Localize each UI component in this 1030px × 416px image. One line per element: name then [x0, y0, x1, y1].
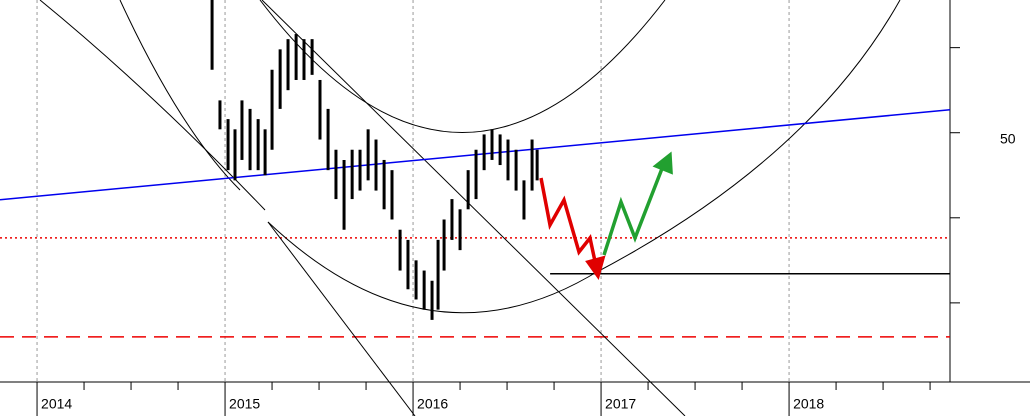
- up-arrow-head: [652, 151, 673, 175]
- fan-line: [261, 0, 686, 416]
- x-tick-label: 2015: [229, 396, 260, 412]
- down-arrow-head: [585, 255, 606, 280]
- x-tick-label: 2017: [605, 396, 636, 412]
- x-tick-label: 2016: [417, 396, 448, 412]
- up-arrow: [602, 165, 665, 256]
- y-tick-label: 50: [1000, 130, 1016, 146]
- fan-line: [119, 0, 241, 191]
- x-tick-label: 2018: [793, 396, 824, 412]
- x-tick-label: 2014: [41, 396, 72, 412]
- arc: [267, 221, 601, 314]
- drawings: [39, 0, 901, 416]
- fan-line: [267, 221, 416, 416]
- arc: [259, 0, 666, 133]
- forecast-arrows: [539, 151, 673, 280]
- arc: [594, 0, 901, 274]
- down-arrow: [539, 177, 598, 267]
